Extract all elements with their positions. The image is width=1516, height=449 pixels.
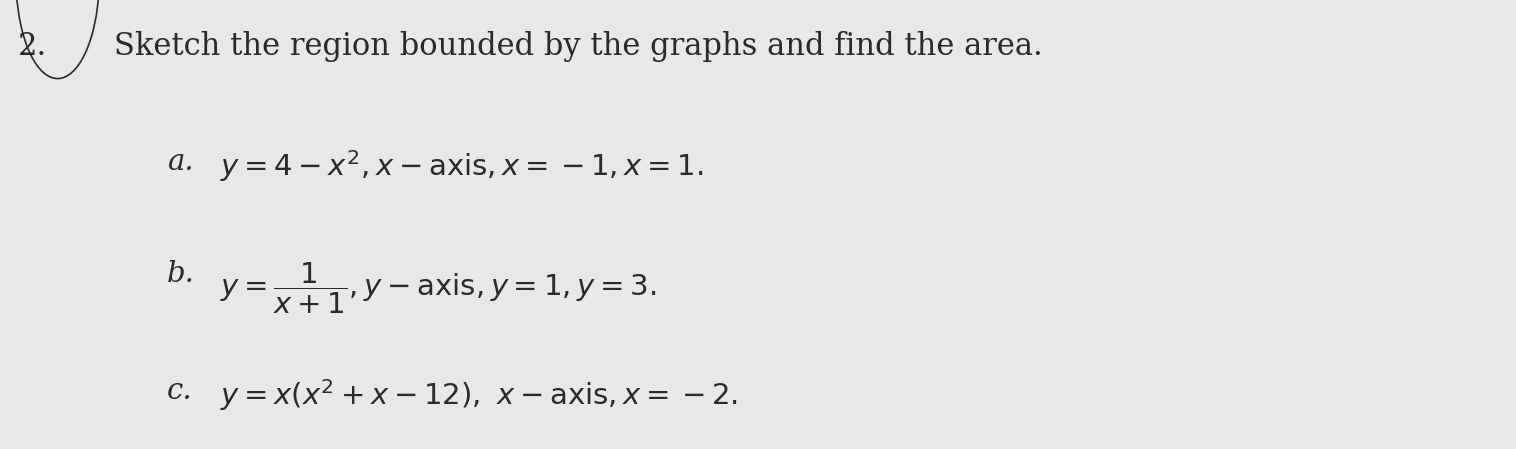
Text: 2.: 2. [18, 31, 47, 62]
Text: c.: c. [167, 377, 193, 405]
Text: $y = \dfrac{1}{x+1}, y - \mathrm{axis}, y = 1, y = 3.$: $y = \dfrac{1}{x+1}, y - \mathrm{axis}, … [220, 260, 656, 316]
Text: a.: a. [167, 148, 194, 176]
Text: Sketch the region bounded by the graphs and find the area.: Sketch the region bounded by the graphs … [114, 31, 1043, 62]
Text: $y = x(x^2 + x - 12),\ x - \mathrm{axis}, x = -2.$: $y = x(x^2 + x - 12),\ x - \mathrm{axis}… [220, 377, 738, 413]
Text: $y = 4 - x^2, x - \mathrm{axis}, x = -1, x = 1.$: $y = 4 - x^2, x - \mathrm{axis}, x = -1,… [220, 148, 703, 184]
Text: b.: b. [167, 260, 194, 288]
